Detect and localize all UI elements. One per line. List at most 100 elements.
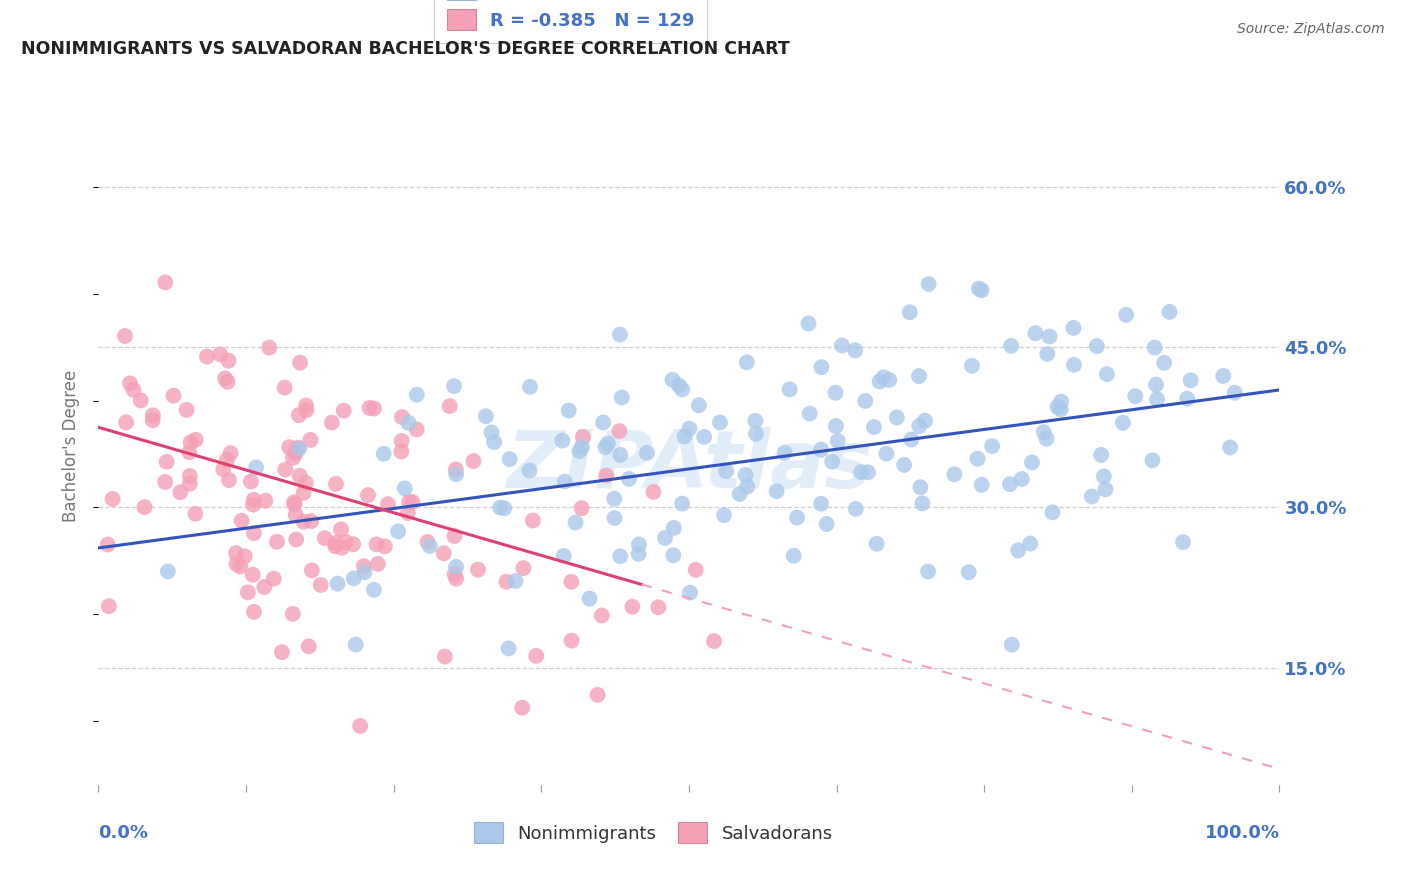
Point	[242, 498, 264, 512]
Point	[745, 426, 768, 441]
Point	[1094, 483, 1116, 497]
Point	[737, 480, 759, 494]
Point	[917, 277, 939, 291]
Point	[609, 327, 631, 342]
Point	[253, 580, 276, 594]
Point	[678, 422, 700, 436]
Point	[671, 383, 693, 397]
Point	[367, 557, 389, 571]
Point	[1039, 329, 1062, 343]
Point	[218, 473, 240, 487]
Point	[489, 500, 512, 515]
Point	[900, 433, 922, 447]
Point	[685, 563, 707, 577]
Point	[1062, 321, 1084, 335]
Point	[169, 485, 191, 500]
Point	[1090, 448, 1112, 462]
Point	[405, 388, 427, 402]
Point	[522, 514, 544, 528]
Point	[263, 572, 285, 586]
Point	[1050, 394, 1073, 409]
Point	[419, 539, 441, 553]
Point	[911, 496, 934, 510]
Point	[156, 565, 179, 579]
Point	[343, 571, 366, 585]
Point	[609, 424, 631, 438]
Point	[481, 425, 503, 440]
Point	[679, 585, 702, 599]
Point	[396, 506, 419, 520]
Point	[377, 497, 399, 511]
Point	[467, 563, 489, 577]
Point	[773, 446, 796, 460]
Point	[617, 472, 640, 486]
Point	[271, 645, 294, 659]
Point	[405, 422, 427, 436]
Point	[295, 399, 318, 413]
Point	[184, 507, 207, 521]
Point	[416, 535, 439, 549]
Point	[254, 493, 277, 508]
Point	[1092, 469, 1115, 483]
Point	[301, 563, 323, 577]
Point	[444, 467, 467, 482]
Point	[824, 385, 846, 400]
Point	[433, 546, 456, 560]
Point	[283, 495, 305, 509]
Point	[627, 547, 650, 561]
Point	[1085, 339, 1108, 353]
Point	[332, 403, 354, 417]
Point	[363, 401, 385, 416]
Point	[209, 347, 232, 361]
Point	[1035, 432, 1057, 446]
Point	[1171, 535, 1194, 549]
Point	[274, 462, 297, 476]
Point	[1146, 392, 1168, 407]
Point	[326, 576, 349, 591]
Point	[219, 446, 242, 460]
Point	[266, 534, 288, 549]
Point	[810, 360, 832, 375]
Point	[156, 455, 179, 469]
Point	[571, 440, 593, 454]
Point	[596, 436, 619, 450]
Point	[288, 408, 311, 422]
Point	[284, 445, 307, 459]
Point	[714, 464, 737, 478]
Point	[179, 476, 201, 491]
Point	[943, 467, 966, 482]
Point	[831, 338, 853, 352]
Point	[1144, 377, 1167, 392]
Point	[101, 491, 124, 506]
Point	[735, 355, 758, 369]
Point	[970, 478, 993, 492]
Point	[1159, 305, 1181, 319]
Point	[603, 491, 626, 506]
Point	[142, 409, 165, 423]
Point	[578, 591, 600, 606]
Point	[281, 607, 304, 621]
Point	[330, 523, 353, 537]
Point	[387, 524, 409, 539]
Point	[1223, 385, 1246, 400]
Text: 100.0%: 100.0%	[1205, 824, 1279, 842]
Point	[243, 605, 266, 619]
Point	[97, 537, 120, 551]
Point	[353, 559, 375, 574]
Point	[1063, 358, 1085, 372]
Point	[239, 475, 262, 489]
Text: 0.0%: 0.0%	[98, 824, 149, 842]
Point	[728, 487, 751, 501]
Point	[713, 508, 735, 523]
Point	[153, 475, 176, 489]
Y-axis label: Bachelor's Degree: Bachelor's Degree	[62, 370, 80, 522]
Point	[195, 350, 218, 364]
Point	[245, 460, 267, 475]
Point	[869, 375, 891, 389]
Point	[281, 450, 304, 465]
Point	[957, 565, 980, 579]
Point	[118, 376, 141, 391]
Point	[668, 378, 690, 392]
Point	[1007, 543, 1029, 558]
Point	[560, 574, 582, 589]
